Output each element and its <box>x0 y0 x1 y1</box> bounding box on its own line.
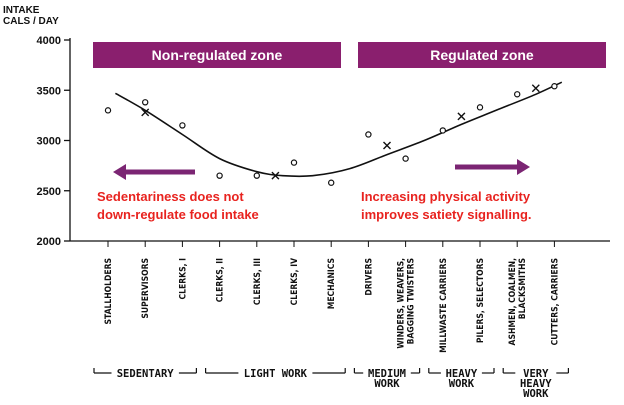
group-mean-marker <box>383 141 391 150</box>
category-label-line: PILERS, SELECTORS <box>476 258 486 343</box>
y-tick-label: 2500 <box>37 186 61 198</box>
observed-point <box>328 179 335 186</box>
y-axis-title-line: INTAKE <box>3 5 40 16</box>
annotation-text: down-regulate food intake <box>97 207 259 222</box>
category-label-line: DRIVERS <box>364 258 374 296</box>
category-label: MECHANICS <box>327 258 337 309</box>
observed-point <box>253 172 260 179</box>
observed-point <box>290 159 298 166</box>
category-label: CLERKS, II <box>216 258 226 302</box>
annotation-text: improves satiety signalling. <box>361 207 532 222</box>
observed-point <box>141 99 149 106</box>
group-label: VERY <box>523 368 549 380</box>
category-label: CLERKS, III <box>253 258 263 305</box>
observed-point <box>551 83 558 90</box>
observed-point <box>476 104 484 111</box>
group-label: MEDIUM <box>368 368 406 380</box>
group-mean-stroke <box>271 171 280 180</box>
y-tick-label: 4000 <box>37 35 61 47</box>
group-mean-marker <box>141 108 150 117</box>
annotations: Sedentariness does not down-regulate food… <box>97 159 532 222</box>
group-mean-stroke <box>457 112 466 121</box>
y-tick-label: 3500 <box>37 85 61 97</box>
zone-banner <box>93 42 341 68</box>
category-label-line: BAGGING TWISTERS <box>407 258 417 344</box>
y-axis-title-line: CALS / DAY <box>3 16 59 27</box>
group-mean-marker <box>457 112 466 121</box>
zone-label: Non-regulated zone <box>152 47 283 63</box>
group-label: WORK <box>449 378 475 390</box>
category-label-line: CLERKS, I <box>178 258 188 300</box>
category-label: ASHMEN, COALMEN, BLACKSMITHS <box>508 258 528 346</box>
category-label: SUPERVISORS <box>141 258 151 319</box>
right-arrow-head <box>517 159 530 175</box>
zone-banner <box>358 42 606 68</box>
group-labels: SEDENTARY LIGHT WORK MEDIUMWORKHEAVYWORKVE… <box>93 368 570 400</box>
group-mean-stroke <box>531 84 540 93</box>
category-label: MILLWASTE CARRIERS <box>439 258 449 353</box>
observed-point <box>104 107 112 114</box>
group-label: HEAVY <box>520 378 552 390</box>
annotation-text: Increasing physical activity <box>361 189 531 204</box>
category-label: CLERKS, IV <box>290 258 300 305</box>
group-label: LIGHT WORK <box>244 368 308 380</box>
annotation-text: Sedentariness does not <box>97 189 244 204</box>
group-mean-stroke <box>383 141 391 150</box>
category-label-line: SUPERVISORS <box>141 258 151 319</box>
data-points <box>104 83 558 186</box>
group-mean-marker <box>271 171 280 180</box>
observed-point <box>365 131 372 138</box>
axes: 2000 2500 3000 3500 4000 <box>37 35 610 248</box>
category-label-line: CUTTERS, CARRIERS <box>550 258 560 345</box>
group-label: SEDENTARY <box>117 368 175 380</box>
category-label-line: CLERKS, II <box>216 258 226 302</box>
category-label: STALLHOLDERS <box>104 258 114 324</box>
category-label-line: CLERKS, III <box>253 258 263 305</box>
group-label: HEAVY <box>446 368 478 380</box>
category-labels: STALLHOLDERS SUPERVISORS CLERKS, I CLERKS, … <box>104 258 560 353</box>
category-label-line: STALLHOLDERS <box>104 258 114 324</box>
observed-point <box>439 127 446 134</box>
trend-curve <box>115 81 563 178</box>
observed-point <box>179 122 186 129</box>
trend-curve-line <box>115 81 563 178</box>
category-label-line: CLERKS, IV <box>290 258 300 305</box>
observed-point <box>402 155 409 162</box>
category-label: DRIVERS <box>364 258 374 296</box>
group-mean-stroke <box>141 108 150 117</box>
group-mean-marker <box>531 84 540 93</box>
category-label-line: WINDERS, WEAVERS, <box>397 258 407 349</box>
left-arrow-head <box>113 164 126 180</box>
category-label: PILERS, SELECTORS <box>476 258 486 343</box>
observed-point <box>216 172 223 179</box>
category-label-line: BLACKSMITHS <box>518 258 528 319</box>
observed-point <box>514 91 521 98</box>
category-label-line: MECHANICS <box>327 258 337 309</box>
category-label: CLERKS, I <box>178 258 188 300</box>
y-tick-label: 3000 <box>37 136 61 148</box>
zone-banners: Non-regulated zone Regulated zone <box>93 42 606 68</box>
y-tick-label: 2000 <box>37 236 61 248</box>
group-label: WORK <box>374 378 400 390</box>
group-label: WORK <box>523 388 549 400</box>
category-label-line: ASHMEN, COALMEN, <box>508 258 518 346</box>
category-label-line: MILLWASTE CARRIERS <box>439 258 449 353</box>
category-label: CUTTERS, CARRIERS <box>550 258 560 345</box>
zone-label: Regulated zone <box>430 47 534 63</box>
category-label: WINDERS, WEAVERS, BAGGING TWISTERS <box>397 258 417 349</box>
